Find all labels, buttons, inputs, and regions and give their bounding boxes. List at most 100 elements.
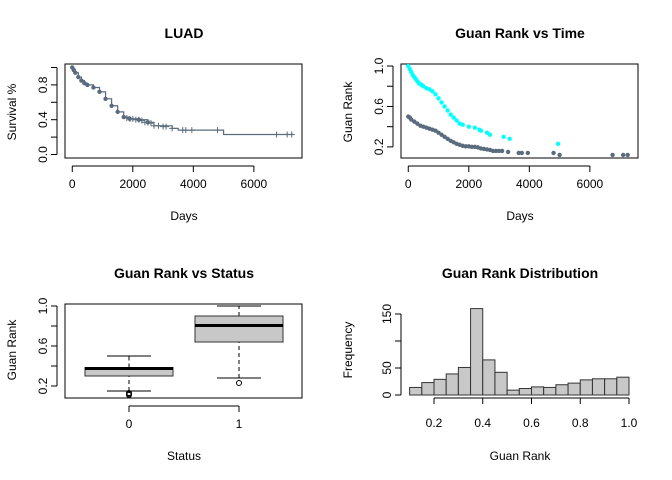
x-tick-label-hist: 0.4 — [474, 416, 491, 430]
censor-cluster-mark — [76, 74, 81, 80]
histogram-bar — [555, 384, 569, 396]
censor-mark — [169, 125, 176, 132]
scatter-point — [451, 115, 456, 120]
y-tick-label-box: 0.6 — [36, 337, 50, 354]
title-scatter: Guan Rank vs Time — [455, 25, 585, 41]
scatter-point — [478, 128, 484, 133]
scatter-point — [490, 148, 496, 154]
scatter-point — [516, 150, 521, 156]
censor-cluster-mark — [79, 78, 84, 83]
box-iqr — [194, 315, 284, 343]
xlabel-box: Status — [167, 449, 201, 463]
censor-cluster-mark — [121, 114, 126, 120]
xlabel-km: Days — [170, 209, 197, 223]
scatter-point — [555, 141, 561, 147]
censor-mark — [182, 127, 189, 134]
x-tick-label-box: 1 — [236, 417, 243, 431]
censor-mark — [129, 115, 136, 122]
x-tick-label-km: 0 — [69, 177, 76, 191]
scatter-point — [469, 144, 475, 150]
x-tick-label-box: 0 — [126, 417, 133, 431]
censor-mark — [147, 120, 154, 127]
histogram-bar — [591, 378, 606, 396]
censor-cluster-mark — [103, 96, 108, 102]
scatter-point — [448, 112, 453, 117]
plot-frame-box — [64, 303, 303, 399]
censor-mark — [135, 116, 142, 123]
censor-mark — [155, 122, 162, 129]
scatter-point — [620, 152, 626, 158]
title-km: LUAD — [165, 25, 204, 41]
histogram-bar — [470, 308, 484, 396]
scatter-point — [460, 122, 465, 127]
censor-cluster-mark — [115, 109, 120, 115]
scatter-point — [487, 132, 493, 137]
y-tick-label-km: 0.0 — [36, 146, 50, 163]
x-tick-label-hist: 0.2 — [426, 416, 443, 430]
scatter-point — [454, 118, 459, 123]
plot-frame-km — [64, 63, 303, 159]
scatter-point — [439, 100, 444, 105]
ylabel-scatter: Guan Rank — [341, 81, 355, 143]
censor-mark — [138, 117, 145, 124]
y-tick-label-scatter: 0.2 — [372, 138, 386, 155]
histogram-bar — [543, 386, 557, 396]
y-tick-label-km: 0.4 — [36, 111, 50, 128]
scatter-point — [551, 150, 556, 156]
x-tick-label-scatter: 0 — [405, 177, 412, 191]
scatter-point — [507, 136, 512, 141]
censor-cluster-mark — [109, 103, 114, 108]
x-tick-label-scatter: 6000 — [577, 177, 604, 191]
histogram-bar — [567, 382, 581, 396]
outlier-point — [236, 380, 242, 386]
histogram-bar — [457, 366, 472, 396]
scatter-point — [499, 148, 505, 154]
xlabel-hist: Guan Rank — [490, 449, 552, 463]
ylabel-hist: Frequency — [341, 322, 355, 379]
y-tick-label-scatter: 1.0 — [372, 57, 386, 74]
title-hist: Guan Rank Distribution — [442, 265, 598, 281]
scatter-point — [433, 92, 438, 97]
outlier-point — [126, 390, 132, 396]
censor-mark — [188, 127, 195, 134]
histogram-bar — [506, 389, 520, 396]
scatter-point — [505, 149, 511, 155]
censor-cluster-mark — [97, 89, 102, 95]
x-tick-label-hist: 0.8 — [572, 416, 589, 430]
scatter-point — [436, 96, 441, 101]
scatter-point — [430, 89, 435, 94]
y-tick-label-hist: 50 — [380, 361, 394, 375]
y-tick-label-box: 1.0 — [36, 297, 50, 314]
histogram-bar — [531, 386, 545, 396]
x-tick-label-hist: 1.0 — [621, 416, 638, 430]
scatter-point — [466, 124, 472, 129]
scatter-point — [501, 134, 506, 139]
x-tick-label-hist: 0.6 — [523, 416, 540, 430]
scatter-point — [496, 148, 502, 154]
plot-frame-scatter — [400, 63, 639, 159]
histogram-bar — [433, 378, 447, 396]
histogram-bar — [518, 388, 532, 396]
censor-mark — [273, 131, 280, 138]
xlabel-scatter: Days — [506, 209, 533, 223]
censor-mark — [123, 114, 130, 121]
title-box: Guan Rank vs Status — [114, 265, 254, 281]
x-tick-label-km: 4000 — [180, 177, 207, 191]
scatter-point — [557, 152, 562, 158]
scatter-point — [493, 148, 499, 154]
scatter-point — [463, 144, 468, 149]
histogram-bar — [445, 373, 459, 396]
histogram-bar — [616, 376, 630, 396]
x-tick-label-scatter: 4000 — [516, 177, 543, 191]
y-tick-label-scatter: 0.6 — [372, 98, 386, 115]
censor-mark — [144, 119, 151, 126]
scatter-point — [525, 150, 531, 156]
ylabel-km: Survival % — [5, 83, 19, 140]
histogram-bar — [579, 379, 593, 396]
histogram-bar — [604, 378, 618, 396]
x-tick-label-km: 6000 — [241, 177, 268, 191]
x-tick-label-scatter: 2000 — [455, 177, 482, 191]
y-tick-label-hist: 150 — [380, 304, 394, 324]
scatter-point — [610, 152, 615, 158]
